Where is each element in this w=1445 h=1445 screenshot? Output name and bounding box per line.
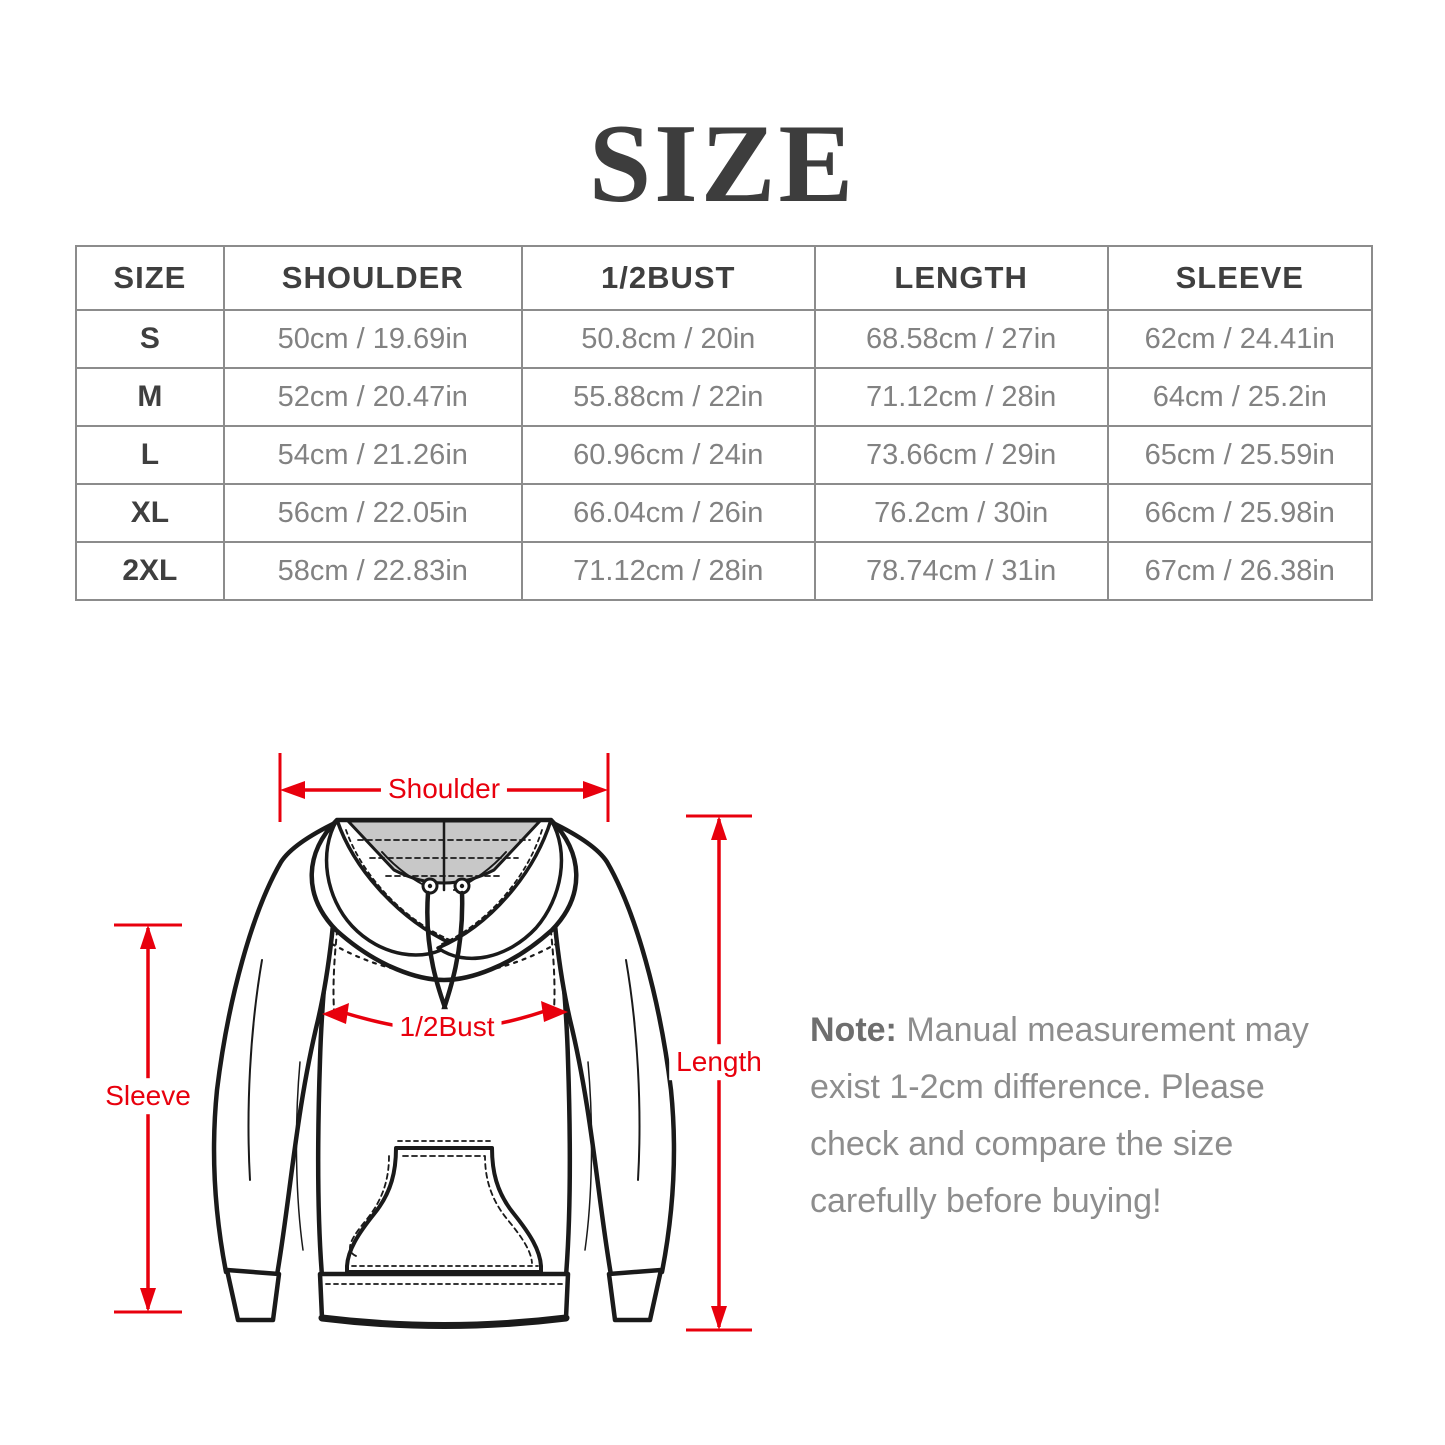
value-cell: 78.74cm / 31in <box>813 541 1109 601</box>
measurement-note: Note: Manual measurement may exist 1-2cm… <box>810 1002 1315 1230</box>
value-cell: 71.12cm / 28in <box>520 541 816 601</box>
size-cell: S <box>75 309 225 369</box>
shoulder-label: Shoulder <box>380 771 508 807</box>
hoodie-drawing <box>211 817 677 1329</box>
value-cell: 67cm / 26.38in <box>1106 541 1374 601</box>
table-row: M 52cm / 20.47in 55.88cm / 22in 71.12cm … <box>75 367 1374 427</box>
sleeve-label: Sleeve <box>98 1078 198 1114</box>
table-header-row: SIZE SHOULDER 1/2BUST LENGTH SLEEVE <box>75 245 1374 311</box>
value-cell: 58cm / 22.83in <box>222 541 523 601</box>
hoodie-left-cuff <box>224 1267 282 1323</box>
hoodie-pocket <box>345 1146 543 1274</box>
value-cell: 66cm / 25.98in <box>1106 483 1374 543</box>
note-label: Note: <box>810 1011 897 1049</box>
value-cell: 71.12cm / 28in <box>813 367 1109 427</box>
size-cell: 2XL <box>75 541 225 601</box>
table-row: XL 56cm / 22.05in 66.04cm / 26in 76.2cm … <box>75 483 1374 543</box>
value-cell: 56cm / 22.05in <box>222 483 523 543</box>
size-table: SIZE SHOULDER 1/2BUST LENGTH SLEEVE S 50… <box>75 245 1374 601</box>
dimension-marks <box>114 753 752 1332</box>
value-cell: 65cm / 25.59in <box>1106 425 1374 485</box>
size-cell: M <box>75 367 225 427</box>
size-cell: L <box>75 425 225 485</box>
column-header-bust: 1/2BUST <box>520 245 816 311</box>
column-header-size: SIZE <box>75 245 225 311</box>
note-text: Manual measurement may exist 1-2cm diffe… <box>810 1011 1309 1220</box>
table-row: 2XL 58cm / 22.83in 71.12cm / 28in 78.74c… <box>75 541 1374 601</box>
table-row: L 54cm / 21.26in 60.96cm / 24in 73.66cm … <box>75 425 1374 485</box>
hoodie-right-sleeve <box>547 819 677 1278</box>
shoulder-dimension <box>278 753 610 822</box>
half-bust-label: 1/2Bust <box>392 1009 502 1045</box>
value-cell: 54cm / 21.26in <box>222 425 523 485</box>
sleeve-dimension <box>114 923 182 1314</box>
table-row: S 50cm / 19.69in 50.8cm / 20in 68.58cm /… <box>75 309 1374 369</box>
column-header-sleeve: SLEEVE <box>1106 245 1374 311</box>
collar-left-flap <box>324 818 454 957</box>
value-cell: 60.96cm / 24in <box>520 425 816 485</box>
column-header-length: LENGTH <box>813 245 1109 311</box>
value-cell: 52cm / 20.47in <box>222 367 523 427</box>
value-cell: 50.8cm / 20in <box>520 309 816 369</box>
hoodie-hem-band <box>317 1271 571 1328</box>
value-cell: 62cm / 24.41in <box>1106 309 1374 369</box>
length-label: Length <box>669 1044 769 1080</box>
value-cell: 68.58cm / 27in <box>813 309 1109 369</box>
value-cell: 55.88cm / 22in <box>520 367 816 427</box>
column-header-shoulder: SHOULDER <box>222 245 523 311</box>
value-cell: 50cm / 19.69in <box>222 309 523 369</box>
hoodie-left-sleeve <box>211 819 341 1278</box>
value-cell: 76.2cm / 30in <box>813 483 1109 543</box>
hoodie-right-cuff <box>606 1267 664 1323</box>
value-cell: 73.66cm / 29in <box>813 425 1109 485</box>
page-title: SIZE <box>588 102 857 226</box>
value-cell: 66.04cm / 26in <box>520 483 816 543</box>
collar-right-flap <box>436 818 564 961</box>
size-cell: XL <box>75 483 225 543</box>
value-cell: 64cm / 25.2in <box>1106 367 1374 427</box>
